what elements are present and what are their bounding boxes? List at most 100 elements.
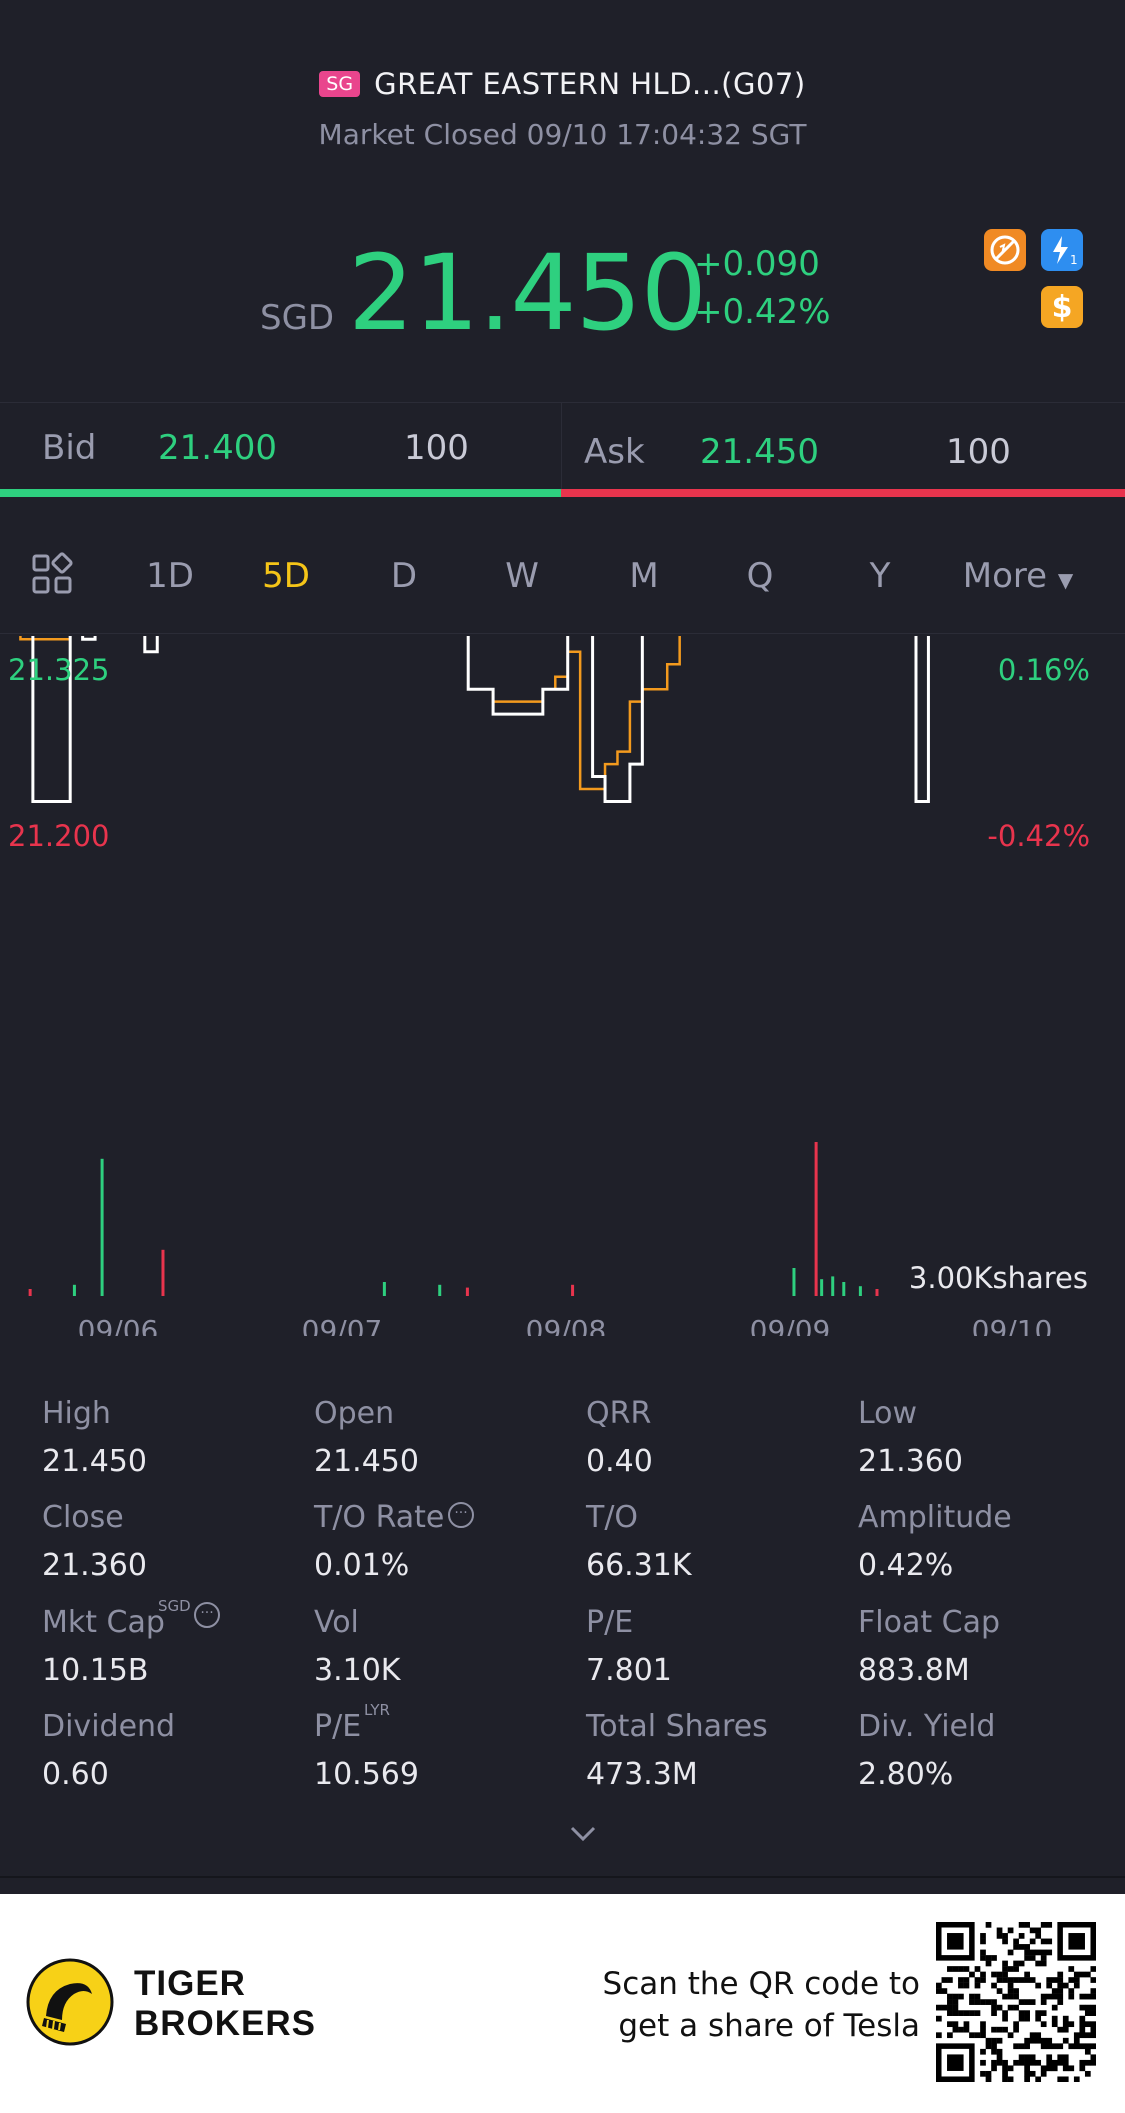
- qr-module: [1013, 1988, 1019, 1994]
- qr-module: [1079, 2032, 1086, 2039]
- qr-module: [1046, 1938, 1053, 1945]
- qr-module: [1029, 2070, 1036, 2077]
- qr-module: [1084, 2043, 1091, 2050]
- qr-module: [941, 1977, 948, 1983]
- stat-value: 2.80%: [858, 1757, 954, 1792]
- stat-value: 0.42%: [858, 1548, 954, 1583]
- qr-module: [1007, 1982, 1014, 1989]
- qr-module: [991, 2059, 997, 2066]
- qr-module: [1007, 2032, 1014, 2039]
- qr-module: [1073, 2032, 1080, 2039]
- stock-title-row[interactable]: SG GREAT EASTERN HLD...(G07): [0, 62, 1125, 106]
- volume-bar: [161, 1249, 165, 1296]
- tab-q[interactable]: Q: [746, 556, 774, 596]
- tab-5d[interactable]: 5D: [262, 556, 310, 596]
- qr-module: [969, 1999, 975, 2005]
- qr-module: [1002, 1966, 1008, 1972]
- qr-module: [1024, 2054, 1030, 2061]
- qr-module: [1084, 1971, 1091, 1978]
- qr-module: [952, 1993, 959, 2000]
- qr-module: [1073, 1982, 1080, 1989]
- brand-name-line1: TIGER: [134, 1964, 246, 2003]
- qr-module: [985, 2043, 992, 2050]
- flash-level1-icon[interactable]: 1: [1041, 229, 1083, 271]
- qr-module: [1079, 1971, 1086, 1978]
- qr-module: [1002, 2065, 1008, 2072]
- qr-module: [958, 1993, 964, 2000]
- qr-module: [941, 2004, 948, 2011]
- price-chart[interactable]: 21.45021.32521.2000.75%0.16%-0.42%3.00Ks…: [0, 636, 1125, 1336]
- qr-module: [1002, 2070, 1008, 2077]
- qr-module: [1013, 1960, 1019, 1967]
- qr-module: [947, 1966, 953, 1972]
- qr-module: [1051, 1988, 1058, 1994]
- tab-w[interactable]: W: [505, 556, 539, 596]
- qr-module: [1057, 1977, 1064, 1983]
- info-icon[interactable]: ···: [194, 1602, 220, 1628]
- expand-chevron-icon[interactable]: [568, 1822, 598, 1846]
- qr-promo-line1: Scan the QR code to: [602, 1966, 920, 2002]
- tab-y[interactable]: Y: [869, 556, 891, 596]
- qr-module: [969, 1993, 975, 2000]
- volume-bar: [820, 1279, 824, 1296]
- dollar-icon[interactable]: $: [1041, 286, 1083, 328]
- stat-value: 66.31K: [586, 1548, 692, 1583]
- info-icon[interactable]: ···: [448, 1502, 474, 1528]
- qr-code-icon[interactable]: [936, 1922, 1096, 2082]
- x-axis-label: 09/09: [750, 1314, 831, 1336]
- qr-module: [1002, 2015, 1008, 2022]
- qr-module: [1057, 2059, 1064, 2066]
- stat-label: Dividend: [42, 1709, 176, 1744]
- tab-more[interactable]: More ▼: [958, 556, 1078, 596]
- qr-module: [991, 1955, 997, 1961]
- qr-module: [1062, 2059, 1069, 2066]
- tab-m[interactable]: M: [629, 556, 659, 596]
- qr-module: [1090, 2054, 1096, 2061]
- qr-module: [1084, 2032, 1091, 2039]
- qr-module: [963, 1982, 970, 1989]
- qr-module: [980, 2070, 986, 2077]
- qr-module: [1040, 1949, 1047, 1956]
- y-axis-label-right: -0.42%: [987, 819, 1090, 853]
- chart-layout-icon[interactable]: [30, 552, 76, 598]
- qr-module: [963, 2010, 970, 2016]
- qr-module: [985, 1999, 992, 2005]
- qr-module: [1046, 2054, 1053, 2061]
- qr-module: [985, 1922, 992, 1928]
- volume-bar: [831, 1276, 835, 1296]
- qr-module: [1024, 1955, 1030, 1961]
- qr-module: [947, 2021, 953, 2028]
- qr-module: [947, 2032, 953, 2039]
- qr-module: [1079, 2021, 1086, 2028]
- qr-module: [1035, 1933, 1042, 1939]
- qr-module: [991, 1982, 997, 1989]
- qr-module: [1073, 2037, 1080, 2044]
- qr-module: [1024, 1922, 1030, 1928]
- stat-label: Mkt Cap: [42, 1605, 165, 1640]
- x-axis-label: 09/10: [972, 1314, 1053, 1336]
- ask-price: 21.450: [700, 432, 819, 472]
- qr-module: [1084, 2021, 1091, 2028]
- qr-module: [1024, 1999, 1030, 2005]
- qr-module: [1073, 1971, 1080, 1978]
- qr-module: [1007, 2065, 1014, 2072]
- qr-module: [1084, 2010, 1091, 2016]
- qr-module: [1013, 2004, 1019, 2011]
- qr-module: [1013, 1993, 1019, 2000]
- qr-module: [1062, 2037, 1069, 2044]
- qr-module: [1029, 1955, 1036, 1961]
- qr-module: [991, 2010, 997, 2016]
- qr-module: [1013, 1966, 1019, 1972]
- tab-d[interactable]: D: [390, 556, 418, 596]
- qr-module: [958, 1982, 964, 1989]
- qr-module: [980, 2059, 986, 2066]
- stat-value: 0.40: [586, 1444, 653, 1479]
- qr-module: [1013, 2021, 1019, 2028]
- qr-module: [958, 1977, 964, 1983]
- qr-module: [1035, 1982, 1042, 1989]
- tab-1d[interactable]: 1D: [146, 556, 194, 596]
- qr-module: [1090, 2004, 1096, 2011]
- no-short-sell-icon[interactable]: [984, 229, 1026, 271]
- qr-module: [980, 1955, 986, 1961]
- qr-module: [1002, 1938, 1008, 1945]
